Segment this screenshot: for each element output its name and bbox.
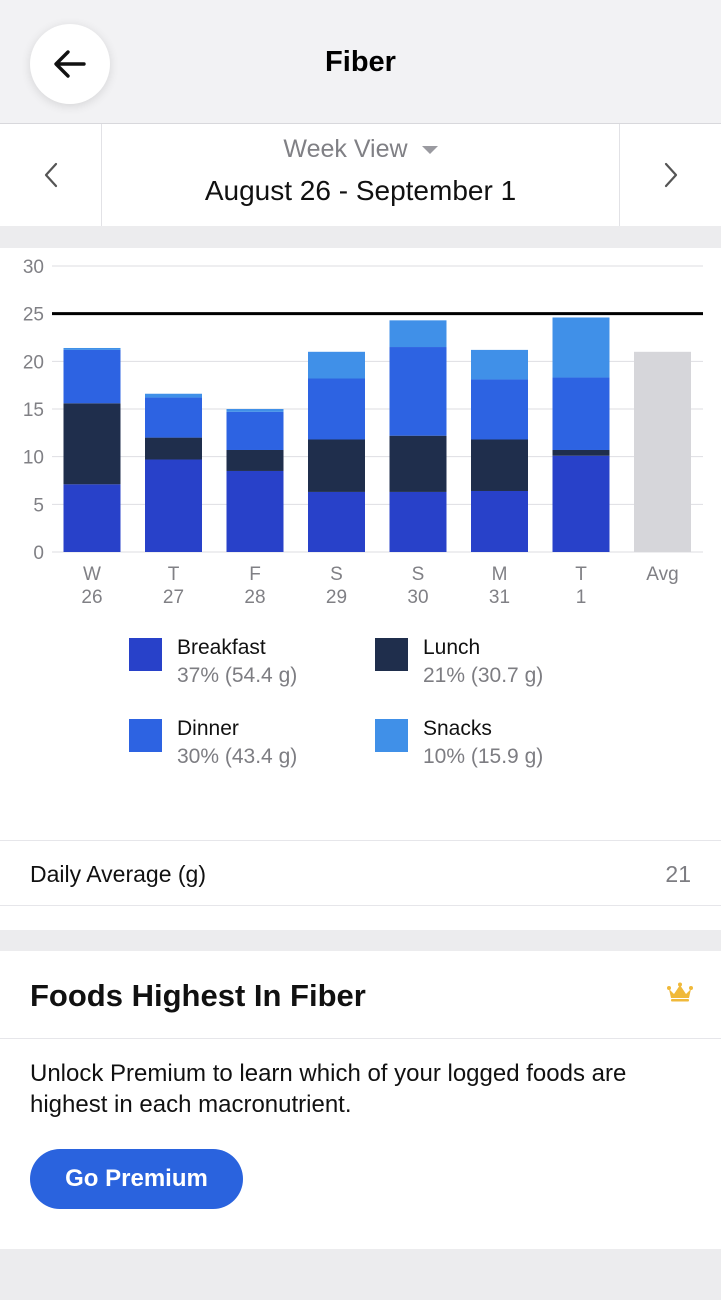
caret-down-icon [421,146,438,154]
next-week-button[interactable] [619,124,721,226]
bar-segment-breakfast [471,490,528,552]
chevron-right-icon [664,162,677,188]
bar-segment-snacks [389,320,447,348]
bar-segment-snacks [471,349,528,380]
legend-name: Snacks [423,717,492,740]
x-day-label: S [330,564,343,585]
legend-name: Breakfast [177,636,266,659]
bar-segment-breakfast [308,491,365,552]
x-date-label: 28 [244,587,265,608]
legend-name: Lunch [423,636,481,659]
x-date-label: 1 [576,587,587,608]
top-bar: Fiber [0,0,721,123]
back-button[interactable] [30,24,110,104]
bar-segment-lunch [226,449,284,471]
bar-segment-snacks [552,317,610,378]
bar-segment-lunch [552,449,610,456]
legend-stat: 30% (43.4 g) [177,745,298,768]
y-tick-label: 15 [23,400,44,421]
x-date-label: 31 [489,587,510,608]
x-day-label: Avg [646,564,678,585]
x-date-label: 29 [326,587,347,608]
legend-swatch-dinner [129,719,162,752]
bar-segment-breakfast [552,455,610,552]
bar-segment-breakfast [63,484,121,552]
bar-segment-lunch [389,435,447,492]
view-mode-dropdown[interactable]: Week View [283,134,438,164]
y-tick-label: 0 [33,543,44,564]
week-navigator: Week View August 26 - September 1 [0,123,721,226]
bar-segment-lunch [471,439,528,491]
legend-swatch-lunch [375,638,408,671]
date-range: August 26 - September 1 [204,175,517,206]
x-day-label: T [575,564,587,585]
legend-stat: 21% (30.7 g) [423,664,544,687]
bar-segment-dinner [471,379,528,440]
premium-description: Unlock Premium to learn which of your lo… [30,1060,627,1118]
bar-segment-dinner [552,377,610,450]
bar-segment-snacks [226,409,284,412]
section-spacer [0,906,721,930]
y-tick-label: 30 [23,257,44,278]
x-date-label: 27 [163,587,184,608]
go-premium-button[interactable]: Go Premium [30,1149,243,1209]
x-date-label: 26 [81,587,102,608]
bar-segment-snacks [63,347,121,350]
foods-highest-card: Foods Highest In Fiber Unlock Premium to… [0,951,721,1249]
bar-segment-dinner [145,397,202,438]
foods-section-title: Foods Highest In Fiber [30,978,366,1013]
x-day-label: S [412,564,425,585]
week-selector: Week View August 26 - September 1 [102,124,619,226]
daily-average-value: 21 [665,861,691,887]
legend-swatch-breakfast [129,638,162,671]
bar-segment-breakfast [145,459,202,552]
bar-segment-dinner [226,411,284,450]
bar-segment-lunch [145,437,202,460]
x-date-label: 30 [407,587,428,608]
arrow-left-icon [54,50,86,78]
previous-week-button[interactable] [0,124,102,226]
bar-segment-snacks [308,351,365,379]
daily-average-label: Daily Average (g) [30,861,206,887]
bar-segment-average [634,351,691,552]
bar-segment-dinner [308,378,365,440]
daily-average-row: Daily Average (g) 21 [0,840,721,906]
y-tick-label: 20 [23,352,44,373]
y-tick-label: 5 [33,495,44,516]
divider [0,1038,721,1039]
bar-segment-dinner [63,349,121,404]
x-day-label: F [249,564,261,585]
bar-segment-lunch [63,403,121,485]
legend-name: Dinner [177,717,239,740]
bar-segment-breakfast [226,470,284,552]
fiber-chart-card: 0 5 10 15 20 25 30 W 26 T 27 F 28 S 29 S 30 M 31 T 1 Avg Brea… [0,248,721,840]
x-day-label: W [83,564,101,585]
y-tick-label: 25 [23,305,44,326]
crown-icon [667,982,693,1002]
x-day-label: M [492,564,508,585]
legend-stat: 37% (54.4 g) [177,664,298,687]
bar-segment-lunch [308,439,365,492]
bar-segment-dinner [389,347,447,436]
page-title: Fiber [325,46,396,78]
chevron-left-icon [44,162,57,188]
y-tick-label: 10 [23,448,44,469]
legend-stat: 10% (15.9 g) [423,745,544,768]
x-day-label: T [168,564,180,585]
bar-segment-breakfast [389,491,447,552]
bar-segment-snacks [145,393,202,398]
legend-swatch-snacks [375,719,408,752]
view-mode-label: Week View [283,134,408,163]
